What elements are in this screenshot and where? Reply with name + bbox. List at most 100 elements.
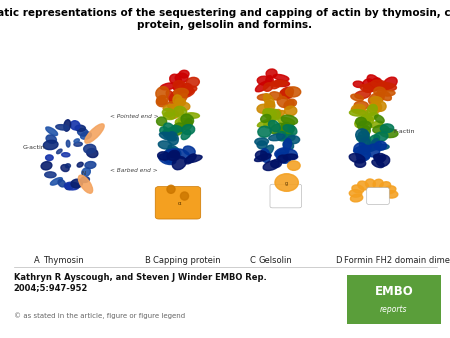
Ellipse shape [283, 154, 297, 160]
Ellipse shape [77, 162, 83, 167]
Text: C: C [250, 256, 256, 265]
Ellipse shape [370, 141, 381, 150]
Ellipse shape [269, 120, 280, 132]
Ellipse shape [167, 185, 175, 193]
Ellipse shape [356, 117, 366, 126]
Ellipse shape [257, 94, 272, 100]
Ellipse shape [275, 148, 289, 157]
Ellipse shape [380, 124, 394, 132]
Ellipse shape [286, 87, 301, 97]
Ellipse shape [355, 116, 371, 128]
Text: EMBO: EMBO [374, 285, 413, 298]
Ellipse shape [158, 152, 170, 160]
Text: A: A [34, 256, 40, 265]
Ellipse shape [361, 126, 370, 136]
Ellipse shape [358, 181, 369, 190]
Ellipse shape [266, 69, 277, 78]
Ellipse shape [280, 89, 293, 99]
Ellipse shape [284, 106, 297, 116]
Ellipse shape [370, 101, 381, 111]
Ellipse shape [287, 99, 297, 107]
Ellipse shape [58, 179, 65, 187]
Ellipse shape [75, 125, 86, 131]
Ellipse shape [351, 194, 363, 202]
Ellipse shape [261, 149, 270, 163]
Ellipse shape [157, 96, 168, 105]
Ellipse shape [370, 121, 383, 128]
Ellipse shape [363, 79, 374, 89]
Text: Formin FH2 domain dimer: Formin FH2 domain dimer [344, 256, 450, 265]
Ellipse shape [64, 182, 79, 190]
Ellipse shape [178, 118, 192, 127]
Ellipse shape [263, 161, 279, 170]
Ellipse shape [276, 152, 290, 163]
FancyBboxPatch shape [270, 184, 302, 208]
Ellipse shape [170, 74, 181, 85]
Ellipse shape [175, 98, 185, 106]
Ellipse shape [162, 128, 179, 136]
Text: Gelsolin: Gelsolin [259, 256, 292, 265]
Ellipse shape [358, 131, 369, 138]
Ellipse shape [375, 115, 384, 123]
Ellipse shape [77, 128, 88, 136]
Ellipse shape [179, 86, 197, 94]
Text: Thymosin: Thymosin [43, 256, 84, 265]
Ellipse shape [163, 149, 179, 158]
Text: g: g [285, 181, 288, 186]
Ellipse shape [265, 101, 275, 111]
Ellipse shape [286, 136, 300, 144]
Ellipse shape [271, 111, 285, 119]
Ellipse shape [185, 155, 202, 163]
Ellipse shape [370, 97, 382, 103]
Text: F-actin: F-actin [394, 129, 415, 134]
Ellipse shape [184, 119, 192, 130]
Ellipse shape [173, 80, 185, 90]
Ellipse shape [174, 88, 189, 97]
Ellipse shape [365, 179, 375, 188]
Ellipse shape [185, 113, 199, 118]
Ellipse shape [377, 90, 392, 100]
Ellipse shape [176, 118, 187, 126]
Ellipse shape [273, 74, 289, 81]
Ellipse shape [71, 179, 82, 188]
Ellipse shape [160, 127, 168, 135]
Ellipse shape [175, 73, 188, 82]
FancyBboxPatch shape [155, 187, 201, 219]
Ellipse shape [270, 123, 286, 134]
Ellipse shape [180, 192, 189, 200]
Ellipse shape [383, 77, 397, 89]
Text: < Barbed end >: < Barbed end > [110, 168, 158, 173]
Ellipse shape [172, 125, 183, 132]
Ellipse shape [284, 100, 294, 109]
Ellipse shape [377, 155, 390, 166]
Ellipse shape [360, 115, 374, 124]
Ellipse shape [162, 108, 174, 117]
Text: Kathryn R Ayscough, and Steven J Winder EMBO Rep.: Kathryn R Ayscough, and Steven J Winder … [14, 273, 266, 282]
Ellipse shape [86, 148, 98, 158]
Ellipse shape [278, 155, 288, 163]
Ellipse shape [283, 87, 293, 98]
Ellipse shape [256, 151, 267, 160]
Ellipse shape [353, 81, 364, 88]
Ellipse shape [352, 185, 364, 193]
Ellipse shape [374, 154, 384, 162]
Ellipse shape [367, 144, 380, 157]
Ellipse shape [181, 114, 194, 125]
Ellipse shape [280, 125, 293, 136]
Ellipse shape [367, 104, 377, 116]
Ellipse shape [371, 80, 388, 88]
Ellipse shape [156, 87, 169, 99]
Ellipse shape [166, 110, 179, 119]
Ellipse shape [185, 154, 196, 164]
Ellipse shape [264, 120, 274, 128]
Ellipse shape [374, 132, 388, 142]
Ellipse shape [283, 141, 293, 149]
Ellipse shape [169, 126, 183, 136]
Ellipse shape [285, 149, 297, 159]
Ellipse shape [363, 82, 378, 92]
Ellipse shape [171, 107, 183, 115]
Ellipse shape [41, 162, 52, 170]
Ellipse shape [172, 156, 186, 170]
Ellipse shape [257, 141, 267, 149]
Ellipse shape [284, 125, 294, 134]
